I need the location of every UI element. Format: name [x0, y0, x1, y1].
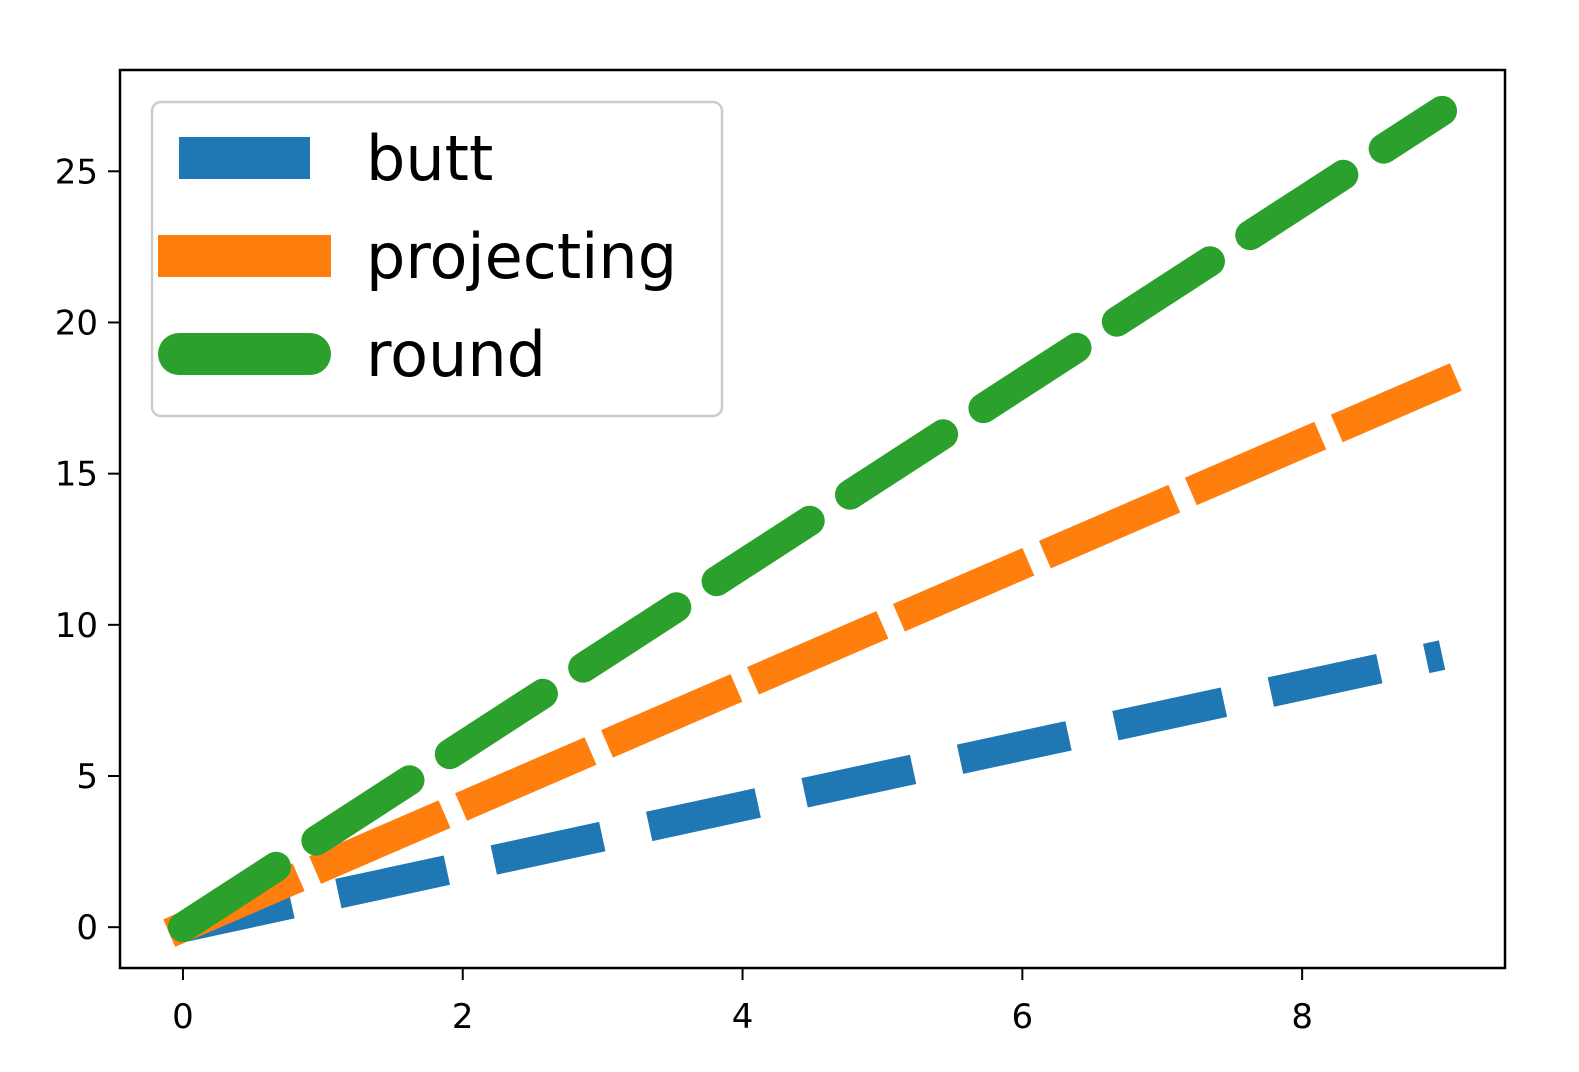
- x-tick-label: 4: [732, 997, 754, 1037]
- x-tick-label: 0: [172, 997, 194, 1037]
- legend: butt projecting round: [150, 100, 724, 418]
- legend-label-projecting: projecting: [366, 220, 677, 293]
- series-line-butt: [179, 640, 1446, 942]
- y-tick-label: 0: [76, 908, 98, 948]
- legend-label-butt: butt: [366, 122, 493, 195]
- series-line-projecting: [163, 363, 1462, 947]
- legend-label-round: round: [366, 318, 546, 391]
- x-axis: 0 2 4 6 8: [172, 968, 1313, 1037]
- y-tick-label: 5: [76, 757, 98, 797]
- y-axis: 0 5 10 15 20 25: [55, 152, 120, 948]
- series-line-round: [167, 95, 1458, 943]
- x-tick-label: 6: [1012, 997, 1034, 1037]
- series-layer: [163, 95, 1462, 947]
- x-tick-label: 8: [1291, 997, 1313, 1037]
- x-tick-label: 2: [452, 997, 474, 1037]
- y-tick-label: 25: [55, 152, 98, 192]
- plot-area-frame: [118, 68, 1507, 970]
- y-tick-label: 10: [55, 606, 98, 646]
- y-tick-label: 20: [55, 303, 98, 343]
- y-tick-label: 15: [55, 455, 98, 495]
